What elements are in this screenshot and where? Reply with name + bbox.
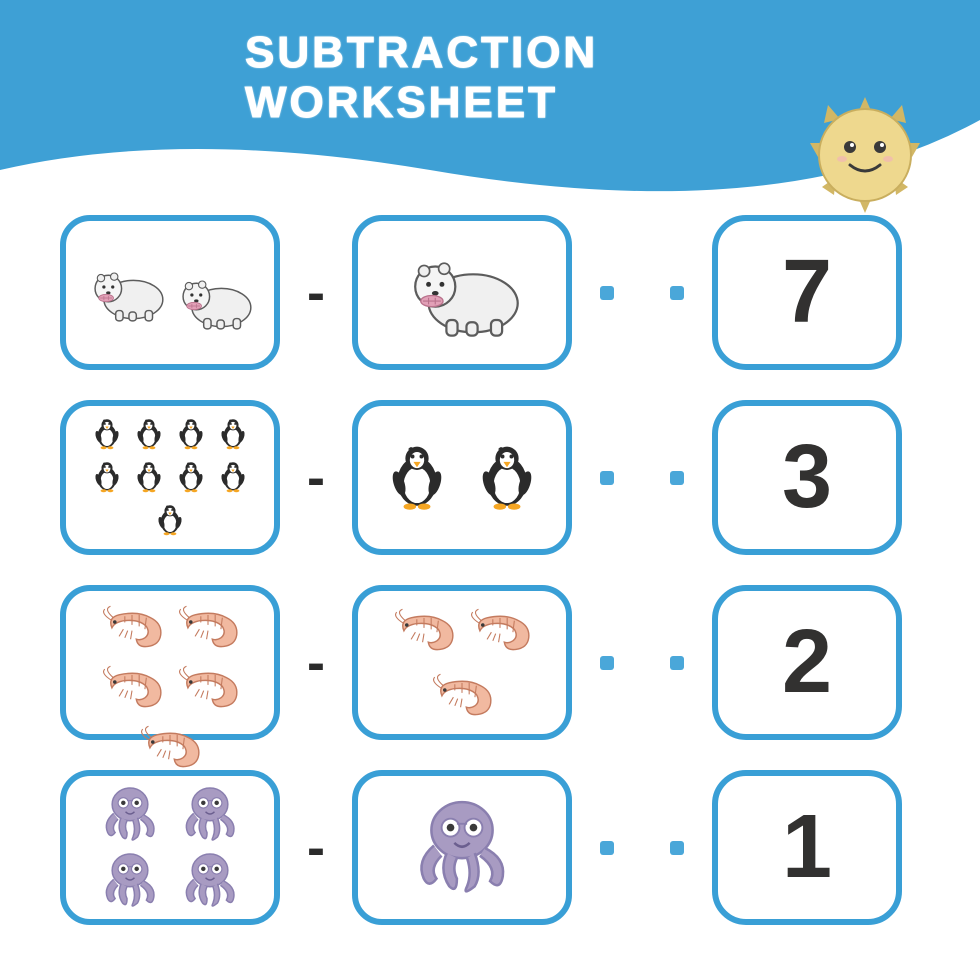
problem-row-4: - 1 xyxy=(60,770,920,925)
problem-rows: - 7 - 3 - xyxy=(60,215,920,925)
answer-card[interactable]: 3 xyxy=(712,400,902,555)
penguin-icon xyxy=(88,418,126,450)
penguin-icon xyxy=(88,461,126,493)
minuend-card xyxy=(60,585,280,740)
penguin-icon xyxy=(467,444,547,512)
matching-dots[interactable] xyxy=(572,286,712,300)
minuend-card xyxy=(60,770,280,925)
dot-left[interactable] xyxy=(600,471,614,485)
pufferfish-icon xyxy=(800,95,930,215)
penguin-icon xyxy=(172,461,210,493)
penguin-icon xyxy=(172,418,210,450)
answer-card[interactable]: 1 xyxy=(712,770,902,925)
polar-bear-icon xyxy=(403,242,521,342)
dot-left[interactable] xyxy=(600,841,614,855)
penguin-icon xyxy=(214,461,252,493)
shrimp-icon xyxy=(467,602,533,658)
minus-operator: - xyxy=(296,632,336,694)
problem-row-2: - 3 xyxy=(60,400,920,555)
problem-row-3: - 2 xyxy=(60,585,920,740)
penguin-icon xyxy=(151,504,189,536)
octopus-icon xyxy=(95,851,165,911)
penguin-icon xyxy=(377,444,457,512)
subtrahend-card xyxy=(352,770,572,925)
subtrahend-card xyxy=(352,215,572,370)
shrimp-icon xyxy=(175,599,241,655)
octopus-icon xyxy=(95,785,165,845)
minuend-card xyxy=(60,400,280,555)
answer-card[interactable]: 7 xyxy=(712,215,902,370)
polar-bear-icon xyxy=(175,267,253,333)
shrimp-icon xyxy=(175,659,241,715)
dot-right[interactable] xyxy=(670,841,684,855)
dot-left[interactable] xyxy=(600,286,614,300)
octopus-icon xyxy=(175,851,245,911)
answer-number: 3 xyxy=(782,426,832,529)
subtrahend-card xyxy=(352,400,572,555)
dot-right[interactable] xyxy=(670,471,684,485)
penguin-icon xyxy=(130,461,168,493)
polar-bear-icon xyxy=(87,259,165,325)
answer-number: 2 xyxy=(782,611,832,714)
minus-operator: - xyxy=(296,817,336,879)
problem-row-1: - 7 xyxy=(60,215,920,370)
dot-right[interactable] xyxy=(670,656,684,670)
octopus-icon xyxy=(175,785,245,845)
minus-operator: - xyxy=(296,262,336,324)
answer-number: 1 xyxy=(782,796,832,899)
minuend-card xyxy=(60,215,280,370)
matching-dots[interactable] xyxy=(572,656,712,670)
penguin-icon xyxy=(214,418,252,450)
matching-dots[interactable] xyxy=(572,471,712,485)
minus-operator: - xyxy=(296,447,336,509)
shrimp-icon xyxy=(99,659,165,715)
answer-number: 7 xyxy=(782,241,832,344)
answer-card[interactable]: 2 xyxy=(712,585,902,740)
dot-right[interactable] xyxy=(670,286,684,300)
shrimp-icon xyxy=(391,602,457,658)
matching-dots[interactable] xyxy=(572,841,712,855)
shrimp-icon xyxy=(429,667,495,723)
page-title: SUBTRACTION WORKSHEET xyxy=(245,28,735,128)
shrimp-icon xyxy=(99,599,165,655)
octopus-icon xyxy=(402,797,522,899)
dot-left[interactable] xyxy=(600,656,614,670)
shrimp-icon xyxy=(137,719,203,775)
subtrahend-card xyxy=(352,585,572,740)
penguin-icon xyxy=(130,418,168,450)
